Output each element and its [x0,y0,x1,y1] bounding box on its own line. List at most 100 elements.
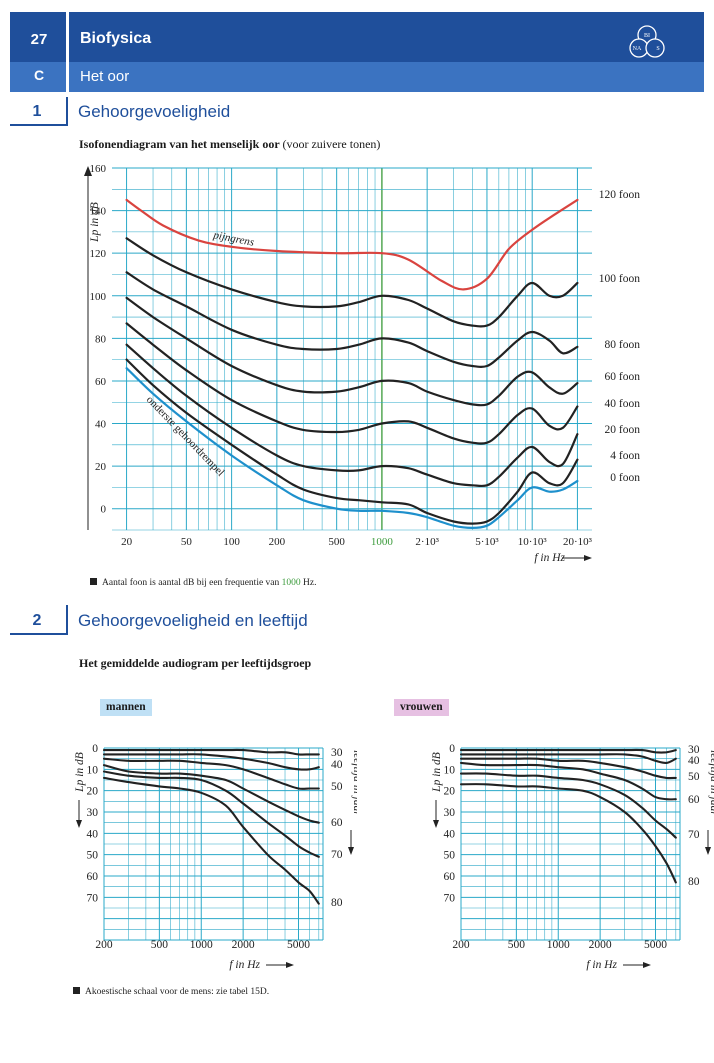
age-curve [102,748,320,756]
logo-top: BI [644,33,650,39]
x-tick-label: 20·10³ [563,536,593,548]
x-axis-label: f in Hz [534,552,565,564]
age-label: 80 [331,897,343,909]
section-1-divider [66,97,68,125]
age-curve [459,761,677,801]
y-tick-label: 40 [95,419,107,431]
y-tick-label: 70 [444,892,456,904]
section-1-underline [10,124,68,126]
age-label: 30 [331,747,343,759]
x-tick-label: 5000 [644,939,667,951]
note-1: Aantal foon is aantal dB bij een frequen… [90,578,316,588]
x-tick-label: 1000 [190,939,213,951]
y-tick-label: 10 [444,764,456,776]
header-band [10,12,704,62]
right-axis-label: leeftijd in jaar [351,750,357,816]
y-tick-label: 100 [90,291,107,303]
x-tick-label: 1000 [371,536,394,548]
age-label: 50 [688,771,700,783]
y-axis-label: Lp in dB [431,752,443,793]
y-tick-label: 60 [444,871,456,883]
series-label: 60 foon [605,371,641,383]
age-curve [102,757,320,790]
x-tick-label: 200 [95,939,113,951]
series-line [125,296,579,407]
y-tick-label: 30 [444,807,456,819]
age-label: 40 [331,759,343,771]
section-title: Het oor [80,68,130,85]
x-axis-label: f in Hz [586,959,617,971]
x-tick-label: 50 [181,536,193,548]
header-divider [66,12,69,92]
age-curve [102,776,320,905]
table-number: 27 [30,31,48,48]
note-2: Akoestische schaal voor de mens: zie tab… [73,987,269,997]
age-curve [459,757,677,780]
y-tick-label: 0 [92,743,98,755]
logo-left: NA [633,46,642,52]
x-axis-arrowhead [643,962,651,968]
right-axis-label: leeftijd in jaar [708,750,714,816]
y-axis-arrowhead [76,820,82,828]
y-axis-arrowhead [433,820,439,828]
age-label: 60 [688,794,700,806]
y-tick-label: 20 [95,461,107,473]
series-label: 20 foon [605,424,641,436]
section-letter: C [33,67,45,83]
y-axis-arrowhead [84,166,92,176]
chart-1-caption: Isofonendiagram van het menselijk oor (v… [79,137,381,151]
age-curve [459,753,677,765]
chart-2-caption: Het gemiddelde audiogram per leeftijdsgr… [79,656,312,670]
section-2-divider [66,605,68,635]
age-label: 30 [688,744,700,756]
x-axis-arrowhead [584,555,592,561]
x-tick-label: 2·10³ [415,536,439,548]
x-tick-label: 5000 [287,939,310,951]
age-curve [459,783,677,884]
age-label: 40 [688,755,700,767]
section-1-number: 1 [32,103,42,120]
series-line [125,322,579,445]
x-tick-label: 100 [223,536,240,548]
y-tick-label: 0 [449,743,455,755]
y-axis-label: Lp in dB [89,202,101,243]
x-axis-label: f in Hz [229,959,260,971]
tag-mannen: mannen [100,699,152,716]
series-label: 100 foon [599,273,640,285]
age-label: 50 [331,781,343,793]
y-tick-label: 10 [87,764,99,776]
age-label: 70 [688,829,700,841]
binas-logo-icon: BI NA S [629,25,665,58]
age-curve [102,770,320,858]
y-tick-label: 40 [87,828,99,840]
series-line [125,271,579,368]
y-tick-label: 60 [87,871,99,883]
x-axis-arrowhead [286,962,294,968]
age-curve [102,753,320,771]
series-line [125,358,579,525]
age-curve [459,748,677,754]
y-tick-label: 120 [90,248,107,260]
section-2-underline [10,633,68,635]
age-curve [102,764,320,824]
y-tick-label: 50 [87,850,99,862]
age-label: 80 [688,876,700,888]
y-tick-label: 80 [95,333,107,345]
section-1-title: Gehoorgevoeligheid [78,102,231,121]
series-label: 4 foon [610,450,640,462]
y-axis-label: Lp in dB [74,752,86,793]
age-curve [459,772,677,839]
series-label: 40 foon [605,398,641,410]
series-label: 80 foon [605,339,641,351]
isofon-chart: Lp in dB 0 20 40 60 80 100 120 140 160 20 50 100 200 5… [84,163,641,564]
y-tick-label: 0 [101,504,107,516]
page-title: Biofysica [80,30,152,47]
x-tick-label: 2000 [589,939,612,951]
x-tick-label: 200 [269,536,286,548]
series-line [125,367,579,530]
logo-right: S [656,46,659,52]
y-tick-label: 20 [87,786,99,798]
x-tick-label: 1000 [547,939,570,951]
